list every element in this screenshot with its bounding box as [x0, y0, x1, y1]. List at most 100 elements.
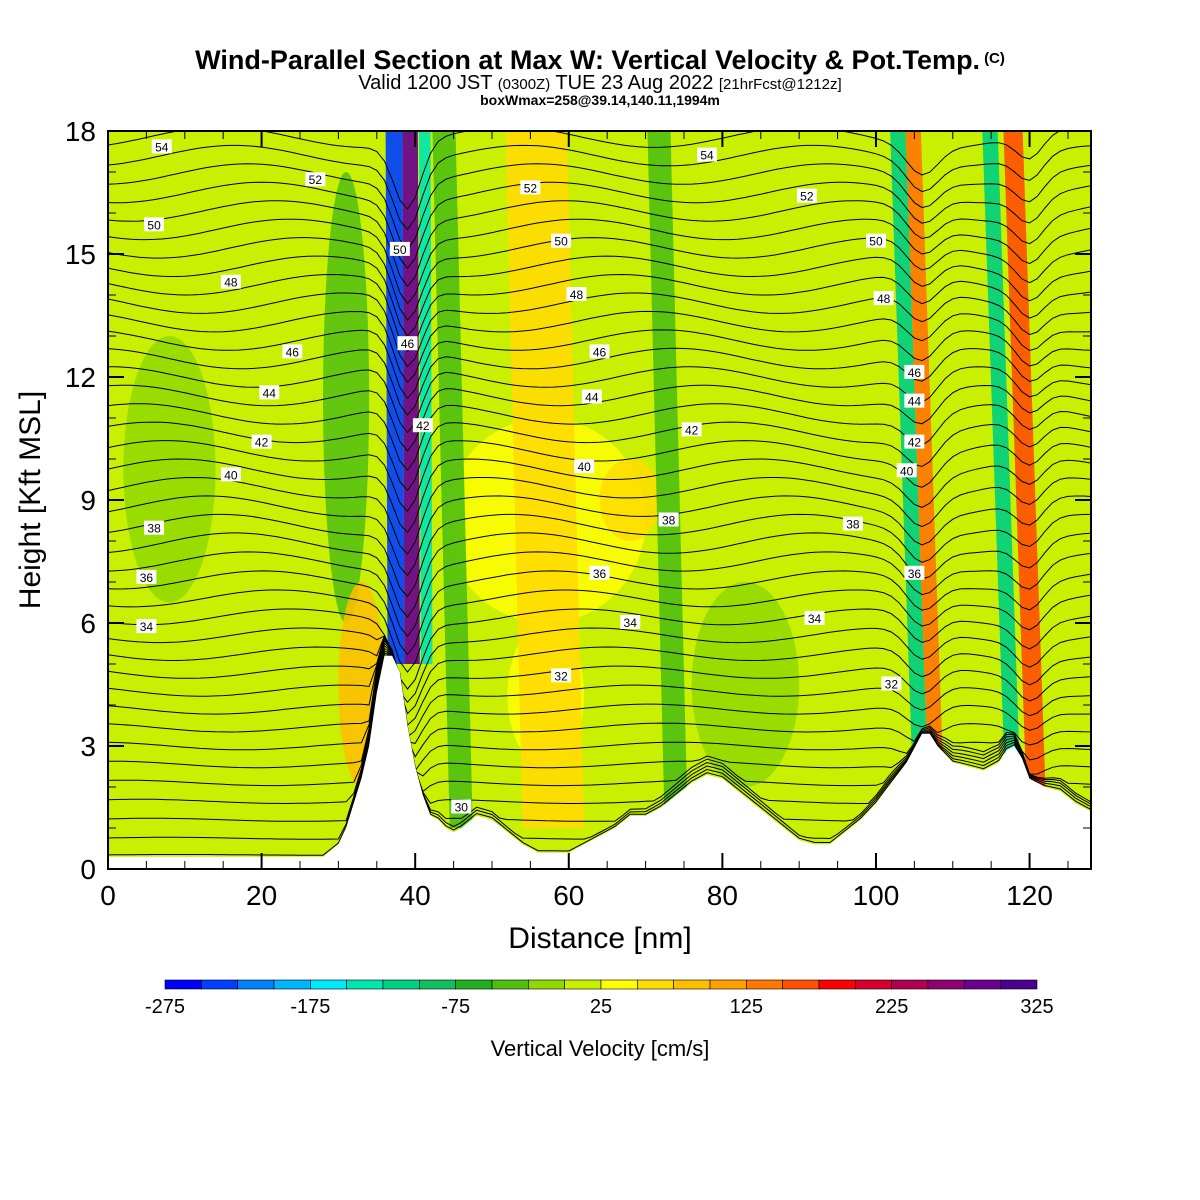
theta-contour-39 [108, 131, 1061, 210]
contour-label-20: 42 [412, 418, 433, 433]
svg-text:50: 50 [147, 218, 161, 232]
x-tick-label-1: 20 [246, 880, 277, 911]
contour-label-34: 34 [804, 610, 825, 626]
contour-label-5: 50 [144, 217, 165, 232]
field-patch-6 [691, 582, 800, 787]
contour-label-9: 48 [220, 274, 241, 290]
x-tick-label-5: 100 [853, 880, 900, 911]
contour-label-10: 48 [566, 287, 587, 302]
colorbar-tick-3: 25 [590, 996, 612, 1018]
colorbar-swatch-19 [855, 979, 892, 990]
theta-contour-27 [108, 347, 1091, 416]
contour-label-4: 52 [796, 188, 817, 204]
theta-contour-37 [108, 163, 1091, 251]
colorbar-title: Vertical Velocity [cm/s] [490, 1036, 710, 1061]
contour-label-27: 38 [658, 512, 679, 528]
colorbar-tick-1: -175 [290, 996, 330, 1018]
theta-contour-9 [108, 634, 1091, 738]
contour-label-28: 38 [842, 516, 863, 532]
y-tick-label-2: 6 [80, 608, 96, 639]
svg-text:44: 44 [908, 395, 922, 409]
theta-contour-30 [108, 292, 1091, 368]
svg-text:48: 48 [224, 276, 238, 290]
colorbar-swatch-20 [891, 979, 929, 990]
colorbar-swatch-14 [673, 979, 711, 990]
svg-text:32: 32 [885, 678, 899, 692]
theta-contour-14 [108, 589, 1091, 673]
svg-text:36: 36 [593, 567, 607, 581]
chart-subtitle: Valid 1200 JST (0300Z) TUE 23 Aug 2022 [… [358, 72, 842, 94]
velocity-band-0 [385, 131, 405, 664]
contour-label-17: 44 [581, 389, 602, 405]
svg-text:40: 40 [224, 468, 238, 482]
contour-label-35: 32 [551, 668, 572, 683]
svg-text:42: 42 [416, 419, 430, 433]
x-axis-label: Distance [nm] [508, 922, 691, 955]
x-tick-label-4: 80 [707, 880, 738, 911]
svg-text:48: 48 [877, 292, 891, 306]
contour-label-36: 32 [881, 676, 902, 692]
y-axis-label: Height [Kft MSL] [14, 391, 47, 609]
colorbar-swatch-10 [528, 979, 565, 990]
contour-label-37: 30 [451, 799, 472, 815]
colorbar-swatch-8 [455, 979, 493, 990]
chart-title-suffix: (C) [984, 50, 1005, 67]
contour-label-8: 50 [865, 233, 886, 249]
colorbar-swatch-13 [637, 979, 674, 990]
svg-text:34: 34 [808, 612, 822, 626]
colorbar-swatch-0 [164, 979, 202, 990]
theta-contour-19 [108, 495, 1091, 577]
colorbar-swatch-11 [564, 979, 602, 990]
theta-contour-10 [108, 634, 1091, 727]
theta-contour-6 [108, 639, 1091, 772]
theta-contour-5 [108, 642, 1091, 777]
theta-contour-11 [108, 634, 1091, 715]
velocity-band-2 [419, 131, 433, 664]
x-tick-label-0: 0 [100, 880, 116, 911]
velocity-band-1 [402, 131, 420, 664]
contour-label-15: 46 [904, 364, 925, 380]
contour-label-21: 42 [681, 422, 702, 437]
svg-text:46: 46 [593, 345, 607, 359]
contour-label-26: 38 [144, 520, 165, 536]
chart-title: Wind-Parallel Section at Max W: Vertical… [195, 45, 1005, 75]
field-patch-3 [599, 459, 661, 541]
colorbar-swatch-23 [1000, 979, 1038, 990]
theta-contour-35 [108, 200, 1091, 288]
colorbar-swatch-4 [310, 979, 347, 990]
theta-contour-8 [108, 635, 1091, 744]
contour-label-23: 40 [220, 467, 241, 482]
colorbar-swatch-6 [382, 979, 420, 990]
colorbar-tick-5: 225 [875, 996, 908, 1018]
theta-contour-2 [108, 650, 1091, 822]
field-patch-0 [123, 336, 216, 603]
contour-label-22: 42 [904, 434, 925, 450]
svg-text:36: 36 [908, 567, 922, 581]
theta-contour-12 [108, 627, 1091, 703]
contour-label-25: 40 [896, 463, 917, 478]
terrain [108, 655, 1091, 869]
svg-text:52: 52 [800, 190, 814, 204]
contour-label-24: 40 [574, 459, 595, 474]
colorbar-swatch-9 [491, 979, 529, 990]
x-tick-label-6: 120 [1006, 880, 1053, 911]
theta-contour-7 [108, 637, 1091, 758]
contour-label-6: 50 [389, 241, 410, 257]
contour-label-31: 36 [904, 565, 925, 581]
svg-text:38: 38 [147, 522, 161, 536]
colorbar-swatch-18 [818, 979, 856, 990]
svg-text:54: 54 [700, 149, 714, 163]
y-tick-label-3: 9 [80, 485, 96, 516]
contour-label-32: 34 [136, 619, 157, 634]
contour-label-2: 52 [305, 172, 326, 187]
contour-label-0: 54 [151, 139, 172, 154]
svg-text:34: 34 [140, 620, 154, 634]
svg-text:34: 34 [624, 616, 638, 630]
colorbar-swatch-3 [273, 979, 311, 990]
contour-label-18: 44 [904, 393, 925, 409]
colorbar-tick-2: -75 [441, 996, 470, 1018]
colorbar-swatch-5 [346, 979, 384, 990]
svg-text:54: 54 [155, 140, 169, 154]
x-tick-label-2: 40 [400, 880, 431, 911]
